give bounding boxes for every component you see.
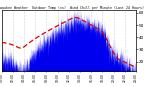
Title: Milwaukee Weather  Outdoor Temp (vs)  Wind Chill per Minute (Last 24 Hours): Milwaukee Weather Outdoor Temp (vs) Wind…	[0, 6, 144, 10]
